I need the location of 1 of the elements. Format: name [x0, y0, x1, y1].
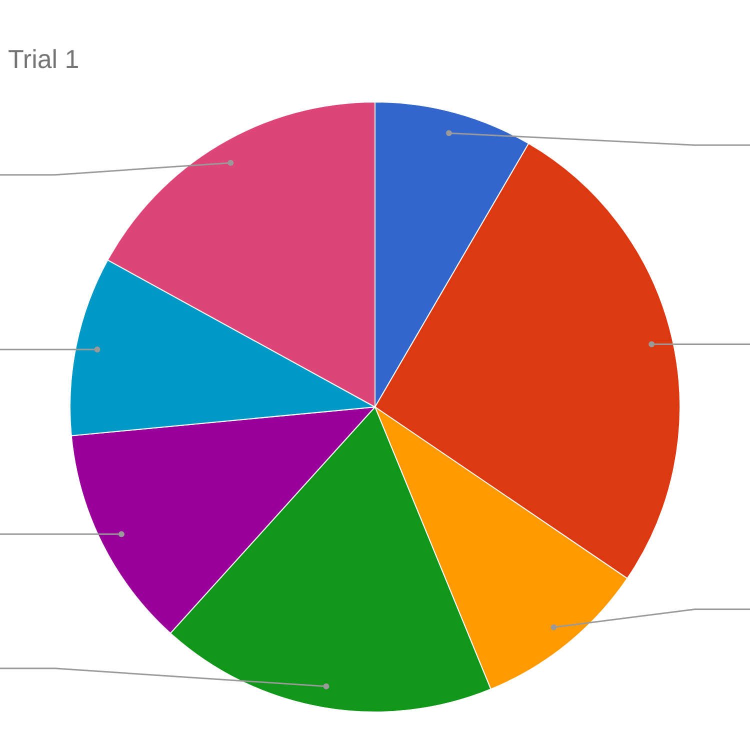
chart-title: Trial 1 — [8, 44, 80, 74]
